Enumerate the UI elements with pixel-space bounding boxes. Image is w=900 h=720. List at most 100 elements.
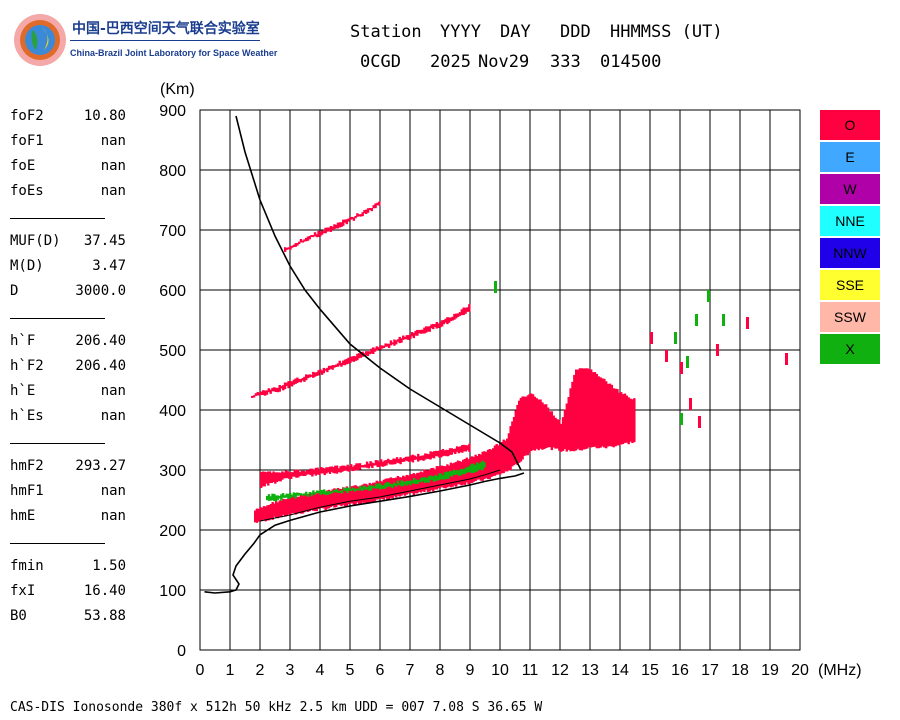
echo-mark	[405, 480, 409, 486]
echo-mark	[400, 477, 403, 496]
echo-mark	[483, 462, 486, 468]
echo-mark	[423, 327, 426, 334]
echo-mark	[552, 415, 555, 448]
echo-mark	[308, 235, 311, 240]
echo-mark	[316, 467, 319, 475]
echo-mark	[356, 353, 359, 361]
echo-mark	[357, 353, 361, 359]
echo-point	[665, 350, 668, 362]
echo-mark	[396, 339, 400, 342]
echo-mark	[292, 379, 296, 385]
echo-mark	[257, 508, 260, 522]
echo-mark	[340, 488, 343, 507]
echo-mark	[497, 445, 500, 475]
echo-mark	[411, 480, 414, 484]
echo-mark	[521, 396, 524, 460]
echo-mark	[446, 317, 449, 325]
echo-mark	[395, 477, 398, 498]
echo-mark	[337, 490, 340, 493]
echo-mark	[278, 384, 281, 392]
echo-mark	[360, 465, 363, 468]
echo-mark	[306, 495, 310, 512]
lab-logo	[14, 14, 66, 66]
x-tick-label: 5	[346, 662, 355, 679]
echo-mark	[625, 395, 629, 443]
y-tick-label: 500	[159, 343, 186, 360]
param-value: 206.40	[75, 333, 126, 349]
lab-name-chinese: 中国-巴西空间天气联合实验室	[72, 21, 260, 37]
echo-mark	[315, 493, 318, 512]
echo-mark	[320, 467, 323, 474]
echo-mark	[289, 497, 292, 516]
echo-mark	[336, 487, 340, 506]
param-label: M(D)	[10, 258, 44, 274]
echo-mark	[445, 449, 448, 457]
echo-mark	[356, 213, 359, 217]
echo-mark	[269, 503, 273, 519]
echo-mark	[362, 485, 365, 490]
echo-mark	[273, 387, 276, 392]
echo-mark	[335, 489, 338, 508]
echo-mark	[441, 475, 445, 480]
echo-mark	[584, 368, 587, 450]
echo-mark	[358, 463, 362, 470]
echo-mark	[350, 486, 354, 504]
echo-mark	[365, 461, 369, 468]
x-tick-label: 15	[641, 662, 659, 679]
echo-mark	[359, 353, 363, 358]
param-row: hmF1 nan	[10, 483, 130, 508]
echo-mark	[299, 493, 303, 496]
echo-mark	[310, 492, 313, 497]
echo-mark	[325, 467, 328, 474]
echo-mark	[490, 449, 493, 477]
echo-mark	[294, 243, 297, 247]
param-row: foF2 10.80	[10, 108, 130, 133]
echo-mark	[413, 455, 416, 460]
x-tick-label: 16	[671, 662, 689, 679]
echo-mark	[365, 209, 368, 214]
echo-mark	[354, 356, 357, 361]
echo-mark	[384, 483, 387, 489]
param-label: B0	[10, 608, 27, 624]
echo-mark	[400, 480, 403, 487]
echo-mark	[267, 388, 271, 393]
echo-mark	[476, 462, 479, 472]
echo-mark	[301, 378, 304, 381]
echo-mark	[387, 458, 390, 464]
echo-point	[716, 344, 719, 356]
echo-mark	[386, 482, 389, 487]
echo-mark	[434, 450, 438, 457]
echo-mark	[271, 493, 274, 501]
echo-mark	[346, 487, 349, 494]
echo-mark	[282, 472, 286, 479]
param-row: fmin 1.50	[10, 558, 130, 583]
echo-mark	[414, 479, 418, 485]
echo-mark	[447, 317, 451, 323]
echo-mark	[314, 492, 317, 495]
echo-mark	[298, 472, 302, 477]
echo-mark	[399, 457, 402, 465]
echo-mark	[323, 468, 326, 476]
time-value: 014500	[600, 52, 662, 72]
echo-mark	[394, 458, 397, 465]
echo-mark	[352, 485, 356, 506]
echo-mark	[333, 488, 336, 508]
echo-mark	[296, 492, 299, 496]
echo-mark	[477, 463, 481, 470]
echo-point	[722, 314, 725, 326]
echo-mark	[502, 439, 505, 474]
echo-point	[680, 362, 683, 374]
echo-mark	[416, 329, 419, 336]
param-value: nan	[100, 133, 126, 149]
echo-mark	[463, 468, 466, 475]
echo-mark	[321, 467, 325, 474]
echo-mark	[402, 457, 406, 462]
echo-mark	[378, 461, 381, 468]
y-tick-label: 800	[159, 163, 186, 180]
echo-mark	[431, 451, 434, 458]
param-row: B0 53.88	[10, 608, 130, 633]
echo-mark	[278, 500, 281, 517]
echo-mark	[389, 340, 393, 346]
echo-mark	[372, 463, 376, 466]
echo-mark	[349, 217, 352, 220]
